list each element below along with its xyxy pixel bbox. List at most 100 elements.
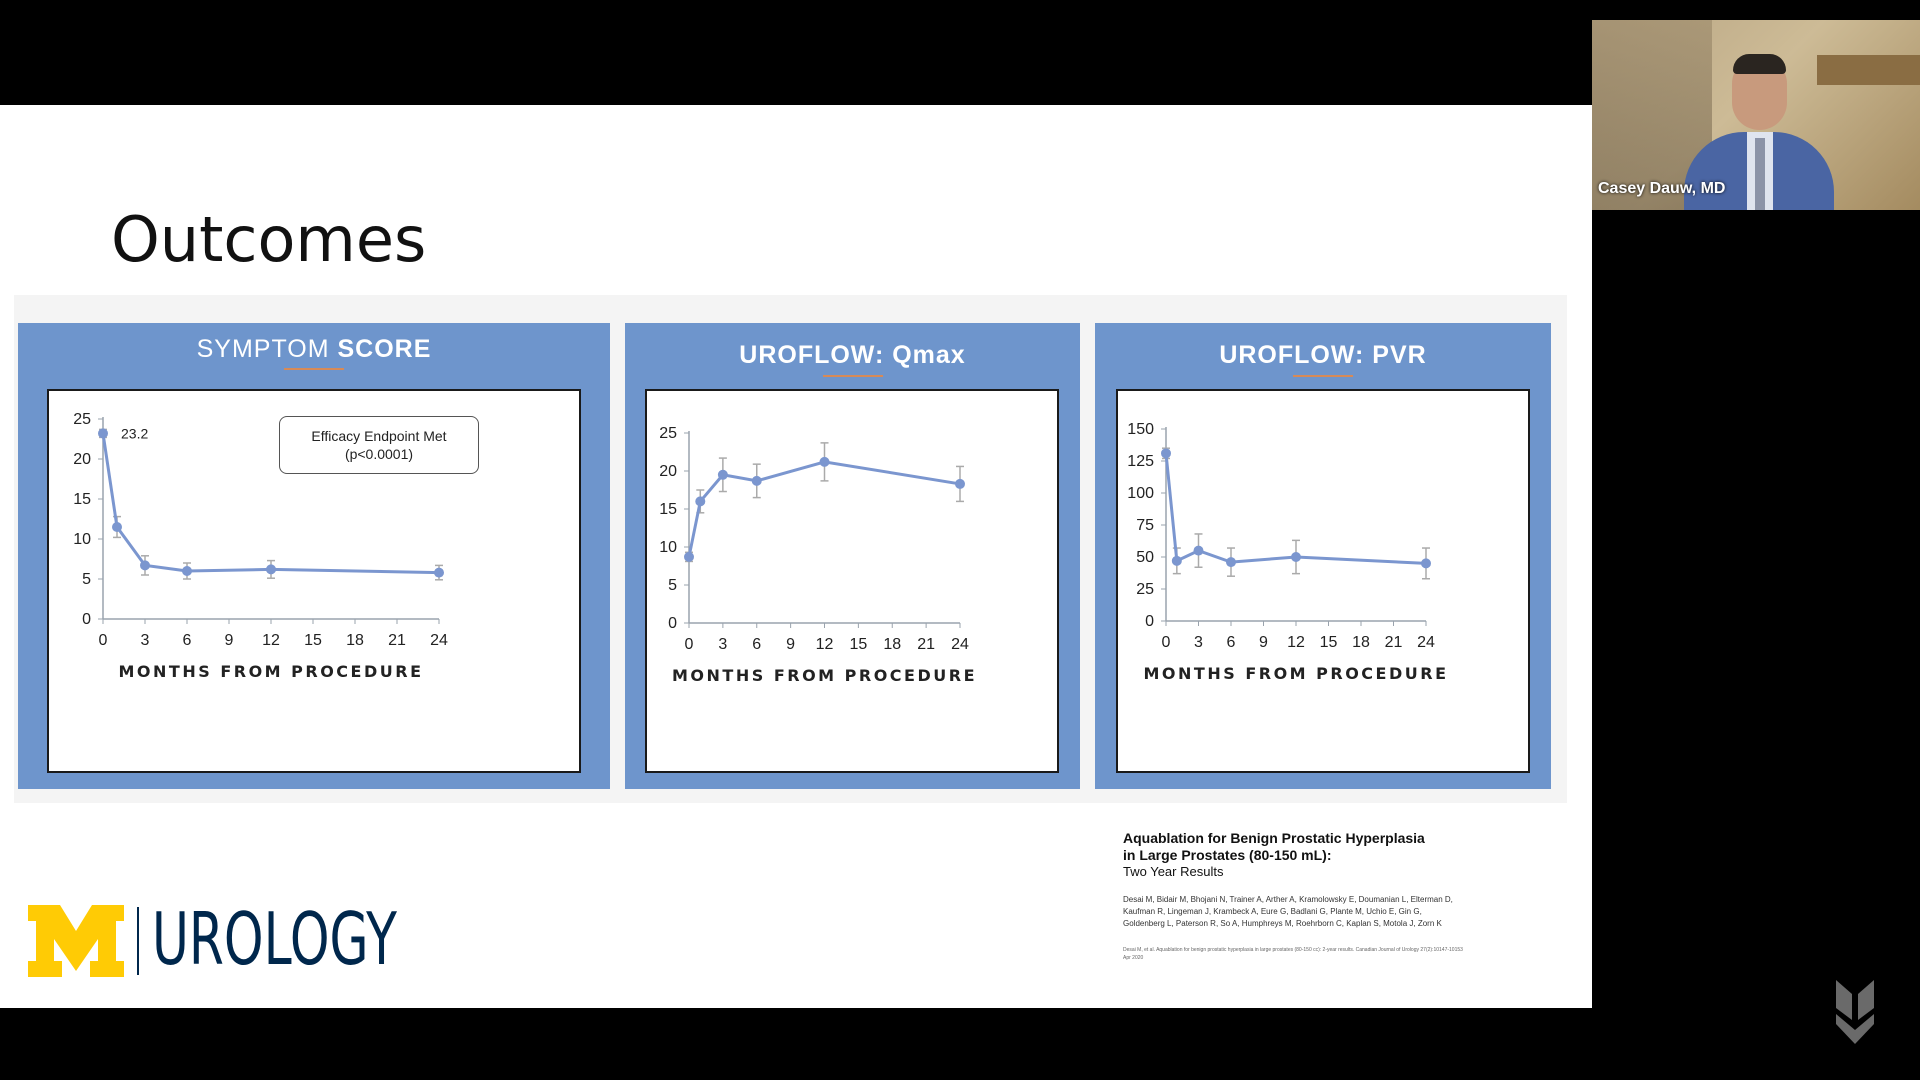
- x-axis-label: MONTHS FROM PROCEDURE: [672, 666, 977, 685]
- authors-line1: Desai M, Bidair M, Bhojani N, Trainer A,…: [1123, 895, 1453, 904]
- data-point: [684, 551, 694, 562]
- data-point: [98, 428, 108, 439]
- data-point: [1161, 448, 1171, 459]
- y-tick-label: 10: [659, 539, 677, 556]
- data-point: [1171, 555, 1182, 566]
- x-tick-label: 12: [816, 636, 834, 653]
- efficacy-endpoint-annotation: Efficacy Endpoint Met (p<0.0001): [279, 416, 479, 474]
- x-tick-label: 12: [262, 632, 280, 649]
- series-line: [1164, 453, 1427, 565]
- x-tick-label: 12: [1287, 634, 1305, 651]
- x-tick-label: 21: [1385, 634, 1403, 651]
- y-tick-label: 5: [82, 571, 91, 588]
- authors-line3: Goldenberg L, Paterson R, So A, Humphrey…: [1123, 919, 1442, 928]
- x-tick-label: 9: [786, 636, 795, 653]
- y-tick-label: 25: [73, 411, 91, 428]
- authors-line2: Kaufman R, Lingeman J, Krambeck A, Eure …: [1123, 907, 1422, 916]
- x-tick-label: 6: [183, 632, 192, 649]
- pvr-panel: UROFLOW: PVR 0 25 50 75 100 125 150 0 3 6 9 12 15 18 2…: [1095, 323, 1551, 789]
- y-tick-label: 15: [73, 491, 91, 508]
- slide-title: Outcomes: [111, 203, 427, 276]
- citation-title-line1: Aquablation for Benign Prostatic Hyperpl…: [1123, 830, 1425, 846]
- journal-line2: Apr 2020: [1123, 955, 1144, 961]
- michigan-block-m-logo: [28, 905, 124, 977]
- x-tick-label: 24: [951, 636, 969, 653]
- x-tick-label: 3: [718, 636, 727, 653]
- symptom-score-panel: SYMPTOM SCORE 0 5 10 15 20 25 0 3 6 9 12 15 18 21 24 MO…: [18, 323, 610, 789]
- y-tick-label: 20: [73, 451, 91, 468]
- annotation-line2: (p<0.0001): [344, 446, 414, 462]
- data-point: [266, 564, 276, 575]
- x-tick-label: 6: [752, 636, 761, 653]
- series-line: [101, 433, 440, 575]
- pvr-chart: 0 25 50 75 100 125 150 0 3 6 9 12 15 18 21 24 MONTHS FRO…: [1127, 421, 1449, 683]
- x-tick-label: 21: [388, 632, 406, 649]
- citation-journal: Desai M, et al. Aquablation for benign p…: [1123, 946, 1543, 962]
- y-tick-label: 25: [1136, 581, 1154, 598]
- qmax-chart: 0 5 10 15 20 25 0 3 6 9 12 15 18 21 24 MONTHS FROM PROC…: [659, 425, 977, 685]
- qmax-title: UROFLOW: Qmax: [739, 341, 966, 369]
- symptom-title-part2: SCORE: [337, 335, 432, 363]
- x-tick-label: 0: [685, 636, 694, 653]
- pvr-plot: 0 25 50 75 100 125 150 0 3 6 9 12 15 18 21 24 MONTHS FRO…: [1116, 389, 1530, 773]
- x-tick-label: 21: [917, 636, 935, 653]
- x-tick-label: 6: [1227, 634, 1236, 651]
- x-axis-label: MONTHS FROM PROCEDURE: [1144, 664, 1449, 683]
- participant-video-tile[interactable]: Casey Dauw, MD: [1592, 20, 1920, 210]
- data-point: [955, 478, 965, 489]
- data-point: [1421, 558, 1431, 569]
- x-tick-label: 3: [141, 632, 150, 649]
- y-tick-label: 10: [73, 531, 91, 548]
- x-tick-label: 0: [1162, 634, 1171, 651]
- citation-authors: Desai M, Bidair M, Bhojani N, Trainer A,…: [1123, 894, 1543, 930]
- y-tick-label: 20: [659, 463, 677, 480]
- x-axis-label: MONTHS FROM PROCEDURE: [119, 662, 424, 681]
- participant-hair: [1733, 54, 1786, 74]
- y-tick-label: 50: [1136, 549, 1154, 566]
- x-tick-label: 24: [1417, 634, 1435, 651]
- watermark-logo-icon: [1836, 980, 1874, 1044]
- y-tick-label: 0: [668, 615, 677, 632]
- y-tick-label: 150: [1127, 421, 1154, 438]
- data-point: [819, 456, 830, 467]
- logo-separator: [137, 907, 139, 975]
- y-tick-label: 25: [659, 425, 677, 442]
- symptom-title-part1: SYMPTOM: [196, 335, 338, 363]
- journal-line1: Desai M, et al. Aquablation for benign p…: [1123, 947, 1463, 953]
- data-point: [717, 469, 728, 480]
- x-tick-label: 0: [99, 632, 108, 649]
- presentation-slide: Outcomes SYMPTOM SCORE 0 5 10 15 20 25 0 3 6 9 12 1…: [0, 105, 1592, 1008]
- data-point: [112, 522, 122, 532]
- y-tick-label: 75: [1136, 517, 1154, 534]
- pvr-title: UROFLOW: PVR: [1219, 341, 1427, 369]
- qmax-panel: UROFLOW: Qmax 0 5 10 15 20 25 0 3 6 9 12 15 18 21 24 MO…: [625, 323, 1080, 789]
- data-point: [182, 566, 192, 576]
- y-tick-label: 0: [82, 611, 91, 628]
- series-line: [687, 460, 961, 558]
- x-tick-label: 3: [1194, 634, 1203, 651]
- y-tick-label: 100: [1127, 485, 1154, 502]
- x-tick-label: 9: [225, 632, 234, 649]
- participant-name: Casey Dauw, MD: [1598, 180, 1726, 197]
- data-point: [140, 560, 150, 571]
- data-point: [695, 496, 706, 507]
- x-tick-label: 15: [304, 632, 322, 649]
- data-point: [1193, 545, 1204, 556]
- x-tick-label: 18: [346, 632, 364, 649]
- y-tick-label: 5: [668, 577, 677, 594]
- x-tick-label: 15: [849, 636, 867, 653]
- annotation-line1: Efficacy Endpoint Met: [311, 428, 447, 444]
- x-tick-label: 18: [883, 636, 901, 653]
- symptom-score-chart: 0 5 10 15 20 25 0 3 6 9 12 15 18 21 24 MONTHS FROM PROC…: [73, 411, 448, 681]
- data-label: 23.2: [121, 425, 148, 441]
- title-underline: [1293, 375, 1353, 377]
- data-point: [751, 475, 762, 486]
- qmax-plot: 0 5 10 15 20 25 0 3 6 9 12 15 18 21 24 MONTHS FROM PROC…: [645, 389, 1059, 773]
- x-tick-label: 24: [430, 632, 448, 649]
- citation: Aquablation for Benign Prostatic Hyperpl…: [1123, 830, 1543, 962]
- x-tick-label: 9: [1259, 634, 1268, 651]
- data-point: [1226, 557, 1236, 568]
- x-tick-label: 18: [1352, 634, 1370, 651]
- y-tick-label: 0: [1145, 613, 1154, 630]
- y-tick-label: 15: [659, 501, 677, 518]
